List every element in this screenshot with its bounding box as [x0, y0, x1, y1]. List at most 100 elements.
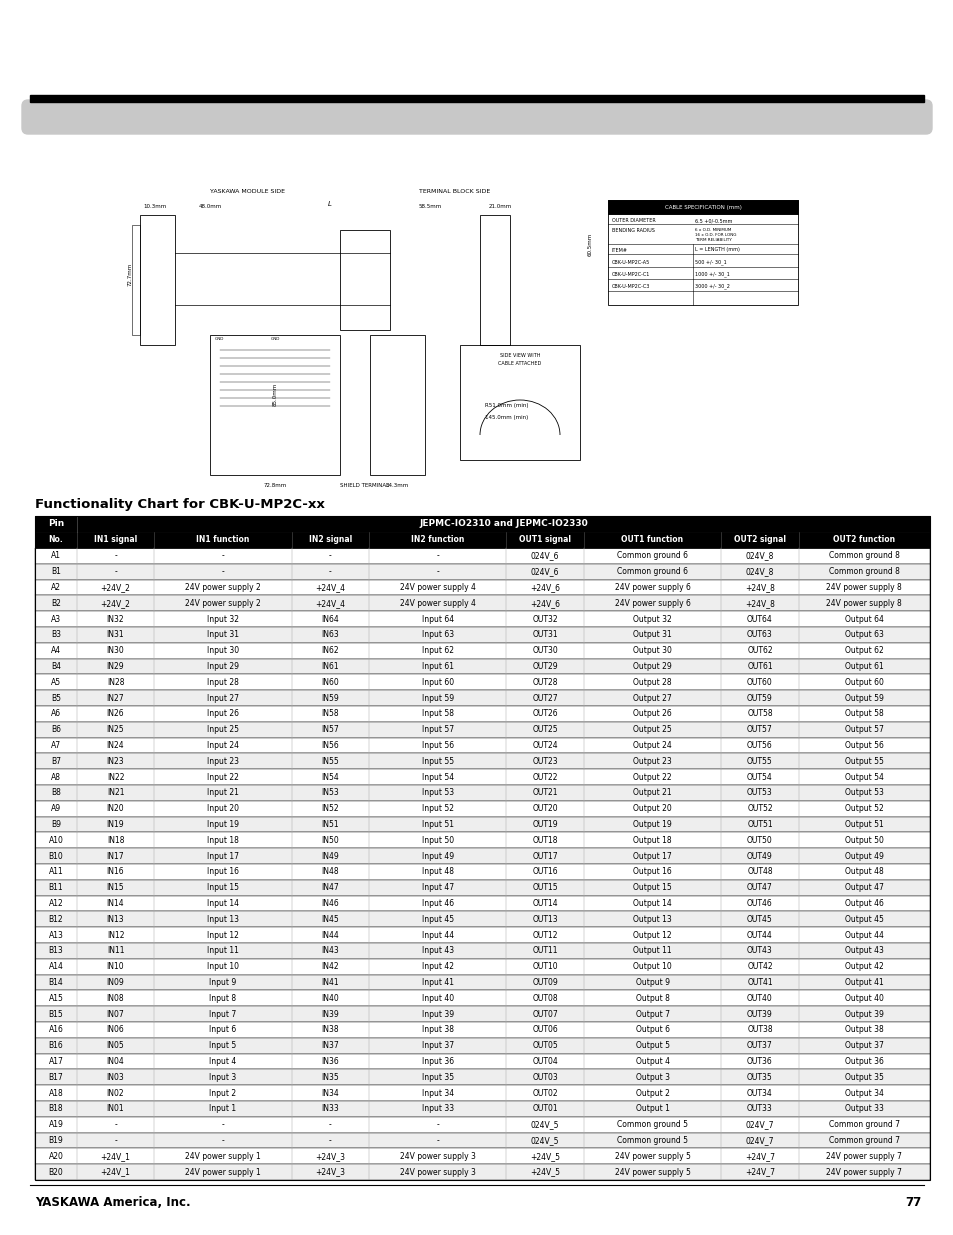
Text: OUT17: OUT17	[532, 852, 558, 861]
Text: 24V power supply 7: 24V power supply 7	[825, 1167, 902, 1177]
Text: -: -	[221, 1136, 224, 1145]
Text: 24V power supply 1: 24V power supply 1	[185, 1152, 260, 1161]
Text: IN33: IN33	[321, 1104, 339, 1114]
Bar	[607, 200, 797, 214]
Text: IN60: IN60	[321, 678, 339, 687]
Bar	[35, 627, 929, 642]
Text: A1: A1	[51, 551, 61, 561]
Bar	[35, 879, 929, 895]
Text: JEPMC-IO2310 and JEPMC-IO2330: JEPMC-IO2310 and JEPMC-IO2330	[418, 520, 587, 529]
Text: Output 26: Output 26	[633, 709, 671, 719]
Bar	[35, 1070, 929, 1086]
Text: IN40: IN40	[321, 994, 339, 1003]
Text: IN26: IN26	[107, 709, 124, 719]
Text: Input 48: Input 48	[421, 867, 454, 877]
Text: IN12: IN12	[107, 931, 124, 940]
Bar	[35, 990, 929, 1007]
Text: IN16: IN16	[107, 867, 124, 877]
Text: +24V_7: +24V_7	[744, 1152, 774, 1161]
Bar	[35, 674, 929, 690]
Text: OUT34: OUT34	[746, 1088, 772, 1098]
Text: Input 55: Input 55	[421, 757, 454, 766]
Text: 024V_8: 024V_8	[745, 567, 773, 577]
Text: IN61: IN61	[321, 662, 339, 671]
Text: A17: A17	[49, 1057, 63, 1066]
Text: IN57: IN57	[321, 725, 339, 734]
Bar	[35, 1037, 929, 1053]
Bar	[370, 335, 424, 475]
Text: Input 36: Input 36	[421, 1057, 454, 1066]
Text: 024V_7: 024V_7	[745, 1120, 774, 1129]
Text: Output 1: Output 1	[635, 1104, 669, 1114]
Text: A13: A13	[49, 931, 63, 940]
Text: Output 24: Output 24	[633, 741, 671, 750]
Text: IN42: IN42	[321, 962, 339, 971]
Text: Input 2: Input 2	[209, 1088, 236, 1098]
Text: B16: B16	[49, 1041, 63, 1050]
Bar	[140, 215, 174, 345]
Text: OUT1 function: OUT1 function	[620, 536, 683, 545]
FancyBboxPatch shape	[22, 100, 931, 135]
Text: OUT33: OUT33	[746, 1104, 772, 1114]
Text: Input 26: Input 26	[207, 709, 238, 719]
Bar	[35, 785, 929, 800]
Text: B8: B8	[51, 788, 61, 798]
Text: B15: B15	[49, 1009, 63, 1019]
Text: Input 59: Input 59	[421, 694, 454, 703]
Text: A16: A16	[49, 1025, 63, 1035]
Text: B7: B7	[51, 757, 61, 766]
Text: OUT40: OUT40	[746, 994, 772, 1003]
Text: 24V power supply 5: 24V power supply 5	[614, 1152, 690, 1161]
Text: IN2 signal: IN2 signal	[309, 536, 352, 545]
Text: Input 3: Input 3	[209, 1073, 236, 1082]
Text: Output 59: Output 59	[844, 694, 882, 703]
Text: L: L	[328, 201, 332, 207]
Text: 3000 +/- 30_2: 3000 +/- 30_2	[695, 283, 729, 289]
Text: 48.0mm: 48.0mm	[198, 204, 221, 209]
Bar	[35, 721, 929, 737]
Text: -: -	[329, 1120, 332, 1129]
Text: Output 21: Output 21	[633, 788, 671, 798]
Text: Output 18: Output 18	[633, 836, 671, 845]
Text: Output 12: Output 12	[633, 931, 671, 940]
Text: IN19: IN19	[107, 820, 124, 829]
Text: Input 1: Input 1	[209, 1104, 236, 1114]
Text: IN55: IN55	[321, 757, 339, 766]
Text: Output 60: Output 60	[844, 678, 882, 687]
Text: IN52: IN52	[321, 804, 339, 813]
Text: 024V_5: 024V_5	[530, 1136, 558, 1145]
Text: Output 20: Output 20	[633, 804, 671, 813]
Text: IN22: IN22	[107, 773, 124, 782]
Text: -: -	[329, 1136, 332, 1145]
Text: A4: A4	[51, 646, 61, 656]
Bar	[35, 1116, 929, 1132]
Text: OUT47: OUT47	[746, 883, 772, 892]
Text: IN36: IN36	[321, 1057, 339, 1066]
Text: 24V power supply 5: 24V power supply 5	[614, 1167, 690, 1177]
Text: OUT12: OUT12	[532, 931, 558, 940]
Text: Input 64: Input 64	[421, 615, 454, 624]
Bar	[35, 595, 929, 611]
Text: 24V power supply 6: 24V power supply 6	[614, 599, 690, 608]
Text: OUT25: OUT25	[532, 725, 558, 734]
Text: Input 42: Input 42	[421, 962, 454, 971]
Text: Output 44: Output 44	[844, 931, 882, 940]
Text: B20: B20	[49, 1167, 63, 1177]
Bar	[35, 958, 929, 974]
Text: Input 13: Input 13	[207, 915, 238, 924]
Text: Input 58: Input 58	[421, 709, 454, 719]
Text: Input 22: Input 22	[207, 773, 238, 782]
Bar	[339, 230, 390, 330]
Text: B3: B3	[51, 630, 61, 640]
Text: IN47: IN47	[321, 883, 339, 892]
Text: Input 45: Input 45	[421, 915, 454, 924]
Text: 145.0mm (min): 145.0mm (min)	[484, 415, 528, 420]
Bar	[35, 1100, 929, 1116]
Text: 16 x O.D. FOR LONG: 16 x O.D. FOR LONG	[695, 233, 736, 237]
Text: IN50: IN50	[321, 836, 339, 845]
Text: OUT56: OUT56	[746, 741, 772, 750]
Text: OUT28: OUT28	[532, 678, 558, 687]
Text: Input 11: Input 11	[207, 946, 238, 956]
Text: Input 33: Input 33	[421, 1104, 454, 1114]
Text: IN11: IN11	[107, 946, 124, 956]
